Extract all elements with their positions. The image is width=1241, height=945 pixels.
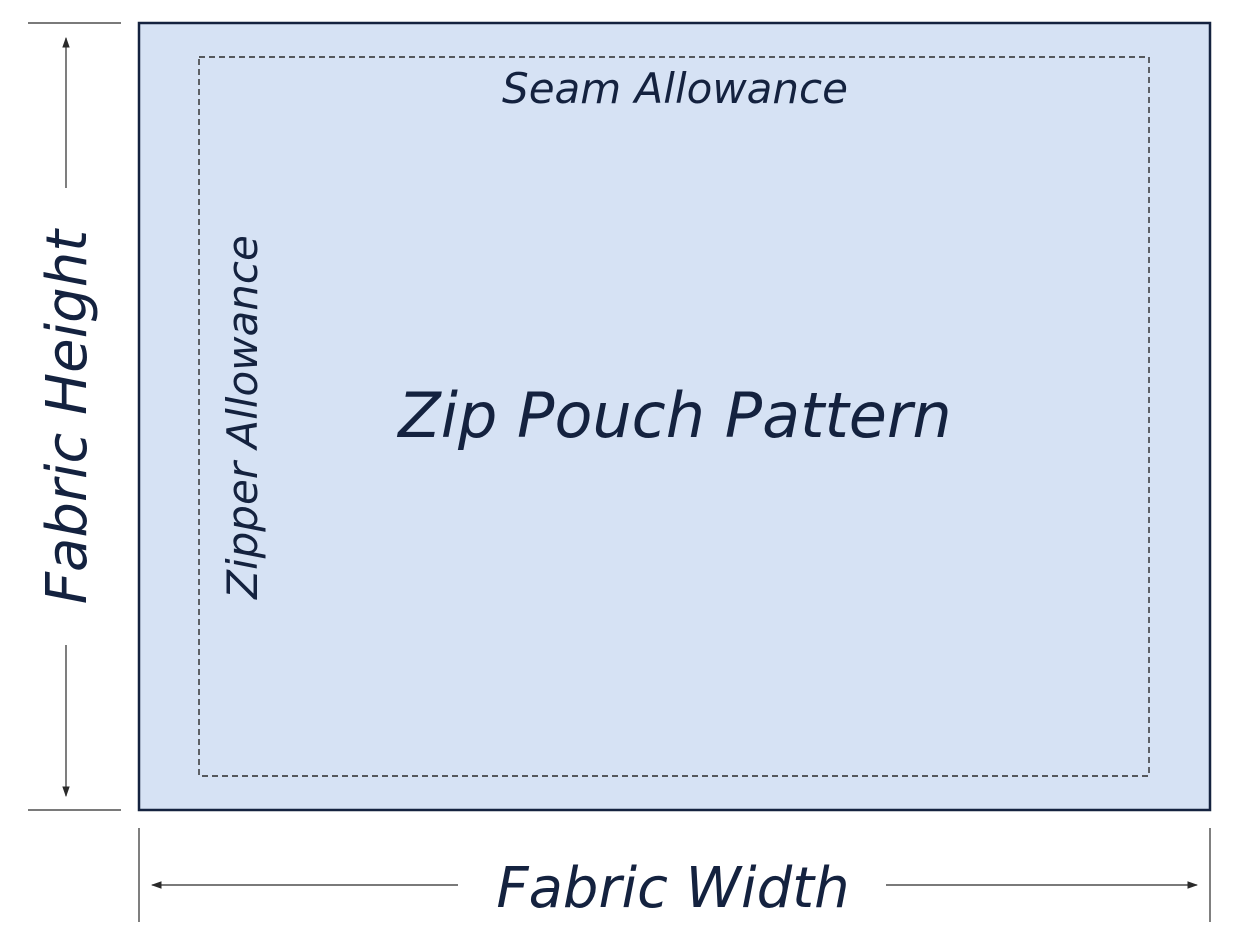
fabric-height-label: Fabric Height (35, 228, 100, 604)
seam-allowance-label: Seam Allowance (502, 64, 848, 113)
fabric-width-label: Fabric Width (496, 856, 849, 921)
pattern-title: Zip Pouch Pattern (396, 379, 951, 452)
seam-allowance-boundary (198, 56, 1150, 777)
fabric-rectangle (137, 21, 1212, 812)
zipper-allowance-label: Zipper Allowance (218, 235, 267, 600)
